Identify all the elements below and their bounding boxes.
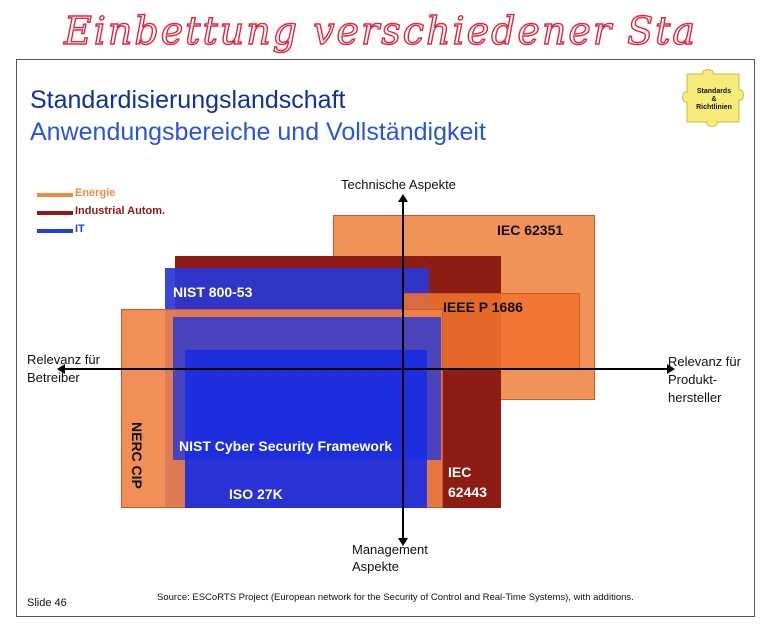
puzzle-piece-icon: Standards & Richtlinien bbox=[682, 69, 744, 127]
axis-label-bottom-line1: Management bbox=[352, 542, 428, 557]
label-iec-62443-line1: IEC bbox=[448, 464, 472, 480]
axis-label-bottom-line2: Aspekte bbox=[352, 559, 399, 574]
arrow-left-icon bbox=[57, 364, 65, 374]
label-ieee-p-1686: IEEE P 1686 bbox=[443, 299, 523, 315]
arrow-right-icon bbox=[667, 364, 675, 374]
slide-number: Slide 46 bbox=[27, 597, 67, 609]
slide-subtitle: Anwendungsbereiche und Vollständigkeit bbox=[30, 118, 486, 146]
legend-swatch bbox=[37, 211, 73, 215]
puzzle-text-line2: & bbox=[711, 96, 716, 103]
svg-text:Einbettung verschiedener Stand: Einbettung verschiedener Standards bbox=[63, 9, 698, 53]
label-nist-800-53: NIST 800-53 bbox=[173, 284, 253, 300]
slide-title: Standardisierungslandschaft bbox=[30, 86, 346, 114]
label-nerc-cip: NERC CIP bbox=[129, 422, 145, 489]
axis-label-right-line3: hersteller bbox=[668, 390, 722, 405]
slide: Standardisierungslandschaft Anwendungsbe… bbox=[16, 59, 755, 617]
label-iec-62351: IEC 62351 bbox=[497, 222, 564, 238]
label-iso-27k: ISO 27K bbox=[229, 486, 283, 502]
legend-swatch bbox=[37, 229, 73, 233]
axis-horizontal bbox=[63, 368, 669, 370]
axis-label-right-line1: Relevanz für bbox=[668, 354, 741, 369]
legend-swatch bbox=[37, 193, 73, 197]
axis-label-right-line2: Produkt- bbox=[668, 372, 718, 387]
box-iso-27k bbox=[185, 350, 427, 508]
label-nist-csf: NIST Cyber Security Framework bbox=[179, 438, 393, 454]
arrow-up-icon bbox=[398, 194, 408, 202]
axis-label-top: Technische Aspekte bbox=[341, 177, 456, 192]
puzzle-text-line1: Standards bbox=[697, 88, 731, 95]
arrow-down-icon bbox=[398, 538, 408, 546]
source-note: Source: ESCoRTS Project (European networ… bbox=[157, 592, 634, 603]
axis-label-left-line1: Relevanz für bbox=[27, 352, 100, 367]
axis-label-left-line2: Betreiber bbox=[27, 370, 80, 385]
label-iec-62443-line2: 62443 bbox=[448, 484, 487, 500]
puzzle-text-line3: Richtlinien bbox=[696, 104, 732, 111]
axis-vertical bbox=[402, 200, 404, 540]
handwritten-heading: Einbettung verschiedener Standards bbox=[62, 8, 698, 53]
